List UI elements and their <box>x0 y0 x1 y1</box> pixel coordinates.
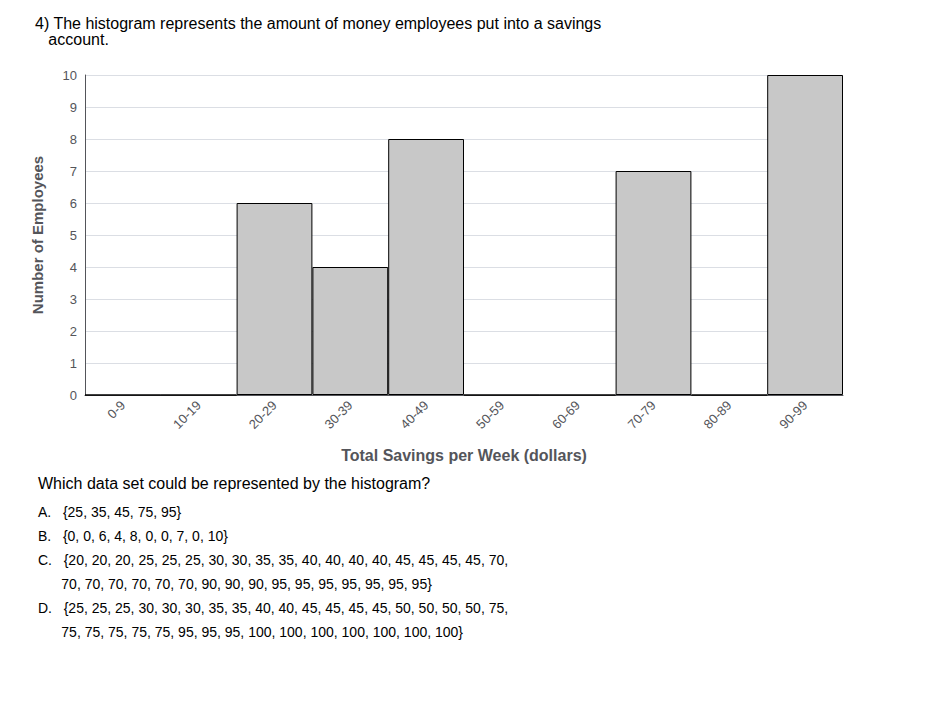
svg-text:0: 0 <box>70 388 77 403</box>
svg-text:3: 3 <box>70 292 77 307</box>
svg-text:account.: account. <box>35 31 109 48</box>
svg-text:20-29: 20-29 <box>246 398 280 432</box>
svg-text:6: 6 <box>70 196 77 211</box>
svg-text:30-39: 30-39 <box>322 398 356 432</box>
svg-text:Which data set could be repres: Which data set could be represented by t… <box>38 475 430 492</box>
svg-text:90-99: 90-99 <box>776 398 810 432</box>
svg-text:70, 70, 70, 70, 70, 70, 90, 90: 70, 70, 70, 70, 70, 70, 90, 90, 90, 95, … <box>38 576 432 592</box>
svg-text:8: 8 <box>70 132 77 147</box>
svg-text:7: 7 <box>70 164 77 179</box>
svg-text:10: 10 <box>63 68 77 83</box>
svg-text:B. {0, 0, 6, 4, 8, 0, 0, 7,: B. {0, 0, 6, 4, 8, 0, 0, 7, 0, 10} <box>38 528 228 544</box>
svg-text:50-59: 50-59 <box>473 398 507 432</box>
svg-text:10-19: 10-19 <box>170 398 204 432</box>
svg-text:5: 5 <box>70 228 77 243</box>
svg-text:1: 1 <box>70 356 77 371</box>
svg-text:A. {25, 35, 45, 75, 95}: A. {25, 35, 45, 75, 95} <box>38 504 182 520</box>
svg-text:D. {25, 25, 25, 30, 30, 30,: D. {25, 25, 25, 30, 30, 30, 35, 35, 40, … <box>38 600 508 616</box>
svg-text:40-49: 40-49 <box>397 398 431 432</box>
svg-text:9: 9 <box>70 100 77 115</box>
svg-text:4) The histogram represents th: 4) The histogram represents the amount o… <box>35 15 601 32</box>
svg-text:80-89: 80-89 <box>701 398 735 432</box>
svg-text:C. {20, 20, 20, 25, 25, 25,: C. {20, 20, 20, 25, 25, 25, 30, 30, 35, … <box>38 552 508 568</box>
svg-text:4: 4 <box>70 260 77 275</box>
svg-text:0-9: 0-9 <box>104 398 128 422</box>
svg-text:75, 75, 75, 75, 75, 95, 95, 95: 75, 75, 75, 75, 75, 95, 95, 95, 100, 100… <box>38 624 463 640</box>
svg-text:70-79: 70-79 <box>625 398 659 432</box>
svg-text:60-69: 60-69 <box>549 398 583 432</box>
svg-text:Number of Employees: Number of Employees <box>29 156 46 314</box>
svg-text:2: 2 <box>70 324 77 339</box>
svg-text:Total Savings per Week (dollar: Total Savings per Week (dollars) <box>341 447 587 464</box>
